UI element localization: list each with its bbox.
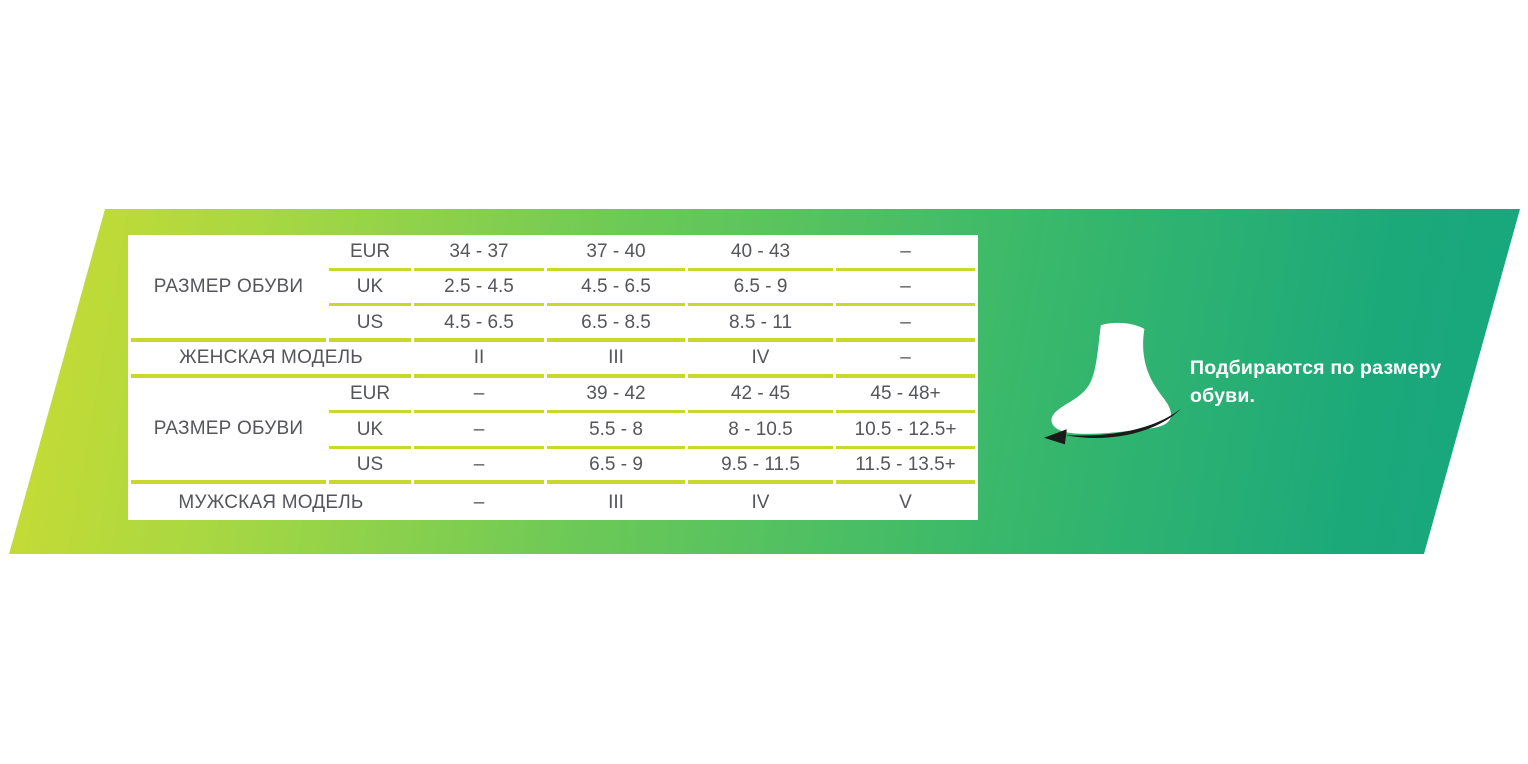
value-cell: 10.5 - 12.5+ <box>836 413 975 449</box>
value-cell: 5.5 - 8 <box>547 413 685 449</box>
value-cell: III <box>608 491 624 513</box>
table-row: РАЗМЕР ОБУВИ EUR 34 - 37 37 - 40 40 - 43… <box>131 235 975 342</box>
row-label-women-model: ЖЕНСКАЯ МОДЕЛЬ <box>131 342 411 378</box>
value-cell: – <box>836 271 975 307</box>
value-cell: – <box>836 235 975 271</box>
caption-text: Подбираются по размеру обуви. <box>1190 357 1442 407</box>
value-cell: 8 - 10.5 <box>688 413 833 449</box>
value-cell: 2.5 - 4.5 <box>414 271 544 307</box>
value-cell: 42 - 45 <box>688 378 833 414</box>
table-row: UK – 5.5 - 8 8 - 10.5 10.5 - 12.5+ <box>131 413 975 449</box>
value-cell: 4.5 - 6.5 <box>547 271 685 307</box>
table-row-men-model: МУЖСКАЯ МОДЕЛЬ – III IV V <box>131 484 975 520</box>
value-cell: 6.5 - 8.5 <box>547 306 685 342</box>
value-cell: 6.5 - 9 <box>547 449 685 485</box>
unit-cell: UK <box>329 271 411 307</box>
table-row-women-model: ЖЕНСКАЯ МОДЕЛЬ II III IV – <box>131 342 975 378</box>
table-row: UK 2.5 - 4.5 4.5 - 6.5 6.5 - 9 – <box>131 271 975 307</box>
value-cell: IV <box>688 342 833 378</box>
value-cell: – <box>414 449 544 485</box>
value-cell: 40 - 43 <box>688 235 833 271</box>
row-label-shoe-size-men: РАЗМЕР ОБУВИ <box>131 378 326 485</box>
value-cell: 11.5 - 13.5+ <box>836 449 975 485</box>
value-cell: 34 - 37 <box>414 235 544 271</box>
value-cell: 9.5 - 11.5 <box>688 449 833 485</box>
shoe-size-table: РАЗМЕР ОБУВИ EUR 34 - 37 37 - 40 40 - 43… <box>128 235 978 520</box>
value-cell: 37 - 40 <box>547 235 685 271</box>
value-cell: – <box>414 378 544 414</box>
value-cell: III <box>547 342 685 378</box>
table-row: РАЗМЕР ОБУВИ EUR – 39 - 42 42 - 45 45 - … <box>131 378 975 485</box>
value-cell: V <box>899 491 912 513</box>
value-cell: 6.5 - 9 <box>688 271 833 307</box>
value-cell: 4.5 - 6.5 <box>414 306 544 342</box>
table-row: US – 6.5 - 9 9.5 - 11.5 11.5 - 13.5+ <box>131 449 975 485</box>
value-cell: – <box>414 413 544 449</box>
value-cell: IV <box>751 491 770 513</box>
row-label-men-model: МУЖСКАЯ МОДЕЛЬ <box>178 491 364 513</box>
value-cell: 45 - 48+ <box>836 378 975 414</box>
value-cell: II <box>414 342 544 378</box>
foot-measure-icon <box>1040 310 1192 452</box>
unit-cell: US <box>329 449 411 485</box>
value-cell: 39 - 42 <box>547 378 685 414</box>
row-label-shoe-size-women: РАЗМЕР ОБУВИ <box>131 235 326 342</box>
table-row: US 4.5 - 6.5 6.5 - 8.5 8.5 - 11 – <box>131 306 975 342</box>
value-cell: 8.5 - 11 <box>688 306 833 342</box>
value-cell: – <box>836 306 975 342</box>
unit-cell: UK <box>329 413 411 449</box>
value-cell: – <box>836 342 975 378</box>
unit-cell: EUR <box>329 235 411 271</box>
value-cell: – <box>473 491 485 513</box>
unit-cell: US <box>329 306 411 342</box>
unit-cell: EUR <box>329 378 411 414</box>
